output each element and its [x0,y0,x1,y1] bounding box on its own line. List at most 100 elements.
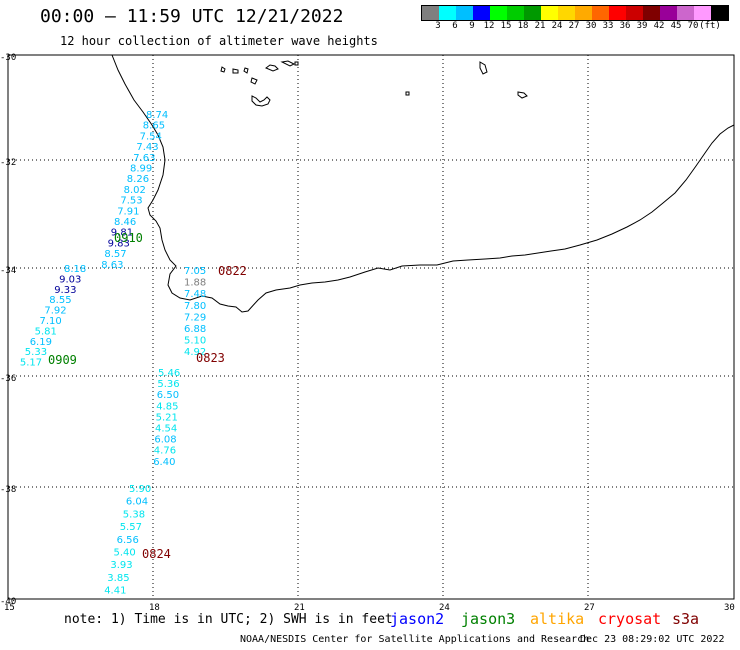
wave-height-value: 6.40 [153,457,175,468]
scale-label: 36 [619,21,631,31]
scale-label: 33 [602,21,614,31]
wave-height-value: 3.85 [107,573,129,584]
latitude-label: -34 [0,266,17,276]
longitude-label: 27 [584,603,595,613]
wave-height-value: 8.26 [127,174,149,185]
wave-height-value: 4.85 [156,401,178,412]
pass-time-label: 0823 [196,351,225,365]
wave-height-value: 8.02 [124,185,146,196]
scale-swatch [473,6,490,20]
wave-height-value: 3.93 [110,560,132,571]
wave-height-value: 8.46 [114,217,136,228]
map-title: 00:00 – 11:59 UTC 12/21/2022 [40,6,344,27]
wave-height-value: 6.04 [126,497,148,508]
track-0824: 5.90 6.045.38 5.57 6.56 5.403.93 3.85 4.41 0824 [104,484,171,597]
scale-swatch [456,6,473,20]
coastline [111,54,735,313]
satellite-cryosat: cryosat [598,610,662,628]
wave-height-value: 5.36 [157,379,179,390]
scale-label: 70 [687,21,699,31]
scale-swatch [439,6,456,20]
latitude-label: -36 [0,374,17,384]
track-0822: 7.051.887.487.807.296.885.104.92 0822 [184,264,247,358]
wave-height-value: 5.90 [129,484,151,495]
wave-height-value: 8.18 [64,264,86,275]
island [220,66,226,73]
wave-height-value: 7.43 [136,142,158,153]
wave-height-value: 7.92 [44,306,66,317]
pass-time-label: 0822 [218,264,247,278]
longitude-label: 21 [294,603,305,613]
map-frame [7,54,735,600]
scale-swatch [609,6,626,20]
wave-height-value: 9.81 [111,228,133,239]
wave-height-value: 6.88 [184,324,206,335]
scale-label: (ft) [699,21,721,31]
scale-swatch [677,6,694,20]
scale-label: 27 [568,21,580,31]
footer-note: note: 1) Time is in UTC; 2) SWH is in fe… [64,612,393,627]
latitude-label: -32 [0,158,17,168]
pass-time-label: 0824 [142,547,171,561]
wave-height-value: 7.10 [40,316,62,327]
altimeter-tracks: 8.748.657.547.437.638.998.268.027.537.91… [20,110,247,597]
map-subtitle: 12 hour collection of altimeter wave hei… [60,34,378,48]
scale-label: 24 [551,21,563,31]
wave-height-value: 5.40 [114,548,136,559]
pass-time-label: 0909 [48,353,77,367]
scale-label: 21 [534,21,546,31]
island [265,64,279,72]
scale-swatch [490,6,507,20]
scale-swatch [711,6,728,20]
color-scale-labels: 3 6 9 12 15 18 21 24 27 30 33 36 39 42 45 70 (ft) [421,21,740,33]
track-0910: 8.748.657.547.437.638.998.268.027.537.91… [101,110,168,271]
scale-swatch [643,6,660,20]
longitude-label: 30 [724,603,735,613]
longitude-label: 18 [149,603,160,613]
wave-height-value: 8.65 [143,121,165,132]
scale-swatch [626,6,643,20]
island [251,95,271,107]
wave-height-value: 5.57 [120,522,142,533]
wave-height-value: 8.99 [130,164,152,175]
wave-height-value: 4.54 [155,424,177,435]
scale-swatch [694,6,711,20]
wave-height-value: 9.33 [54,285,76,296]
wave-height-value: 8.74 [146,110,168,121]
wave-height-value: 8.63 [101,260,123,271]
wave-height-value: 6.19 [30,337,52,348]
wave-height-value: 8.55 [49,295,71,306]
wave-height-value: 7.63 [133,153,155,164]
scale-label: 9 [469,21,475,31]
scale-label: 45 [670,21,682,31]
wave-height-value: 9.83 [108,238,130,249]
wave-height-value: 5.81 [35,326,57,337]
islands [220,60,528,107]
track-0909: 8.189.039.338.557.927.105.816.195.335.17… [20,264,86,369]
wave-height-value: 7.54 [140,131,162,142]
wave-height-value: 5.38 [123,509,145,520]
scale-swatch [507,6,524,20]
wave-height-value: 5.17 [20,358,42,369]
wave-height-value: 4.92 [184,347,206,358]
pass-time-label: 0910 [114,231,143,245]
wave-height-value: 7.80 [184,301,206,312]
wave-height-value: 6.50 [157,390,179,401]
satellite-s3a: s3a [672,610,700,628]
wave-height-value: 4.76 [154,446,176,457]
wave-height-value: 7.05 [184,266,206,277]
scale-label: 30 [585,21,597,31]
wave-height-value: 5.33 [25,347,47,358]
wave-height-value: 5.10 [184,336,206,347]
scale-swatch [558,6,575,20]
island [280,60,296,67]
latitude-label: -30 [0,53,17,63]
scale-swatch [422,6,439,20]
track-0823: 5.465.366.504.855.214.546.084.766.40 0823 [153,351,225,468]
satellite-jason2: jason2 [390,610,445,628]
island [294,61,299,66]
island [232,68,239,74]
scale-swatch [660,6,677,20]
